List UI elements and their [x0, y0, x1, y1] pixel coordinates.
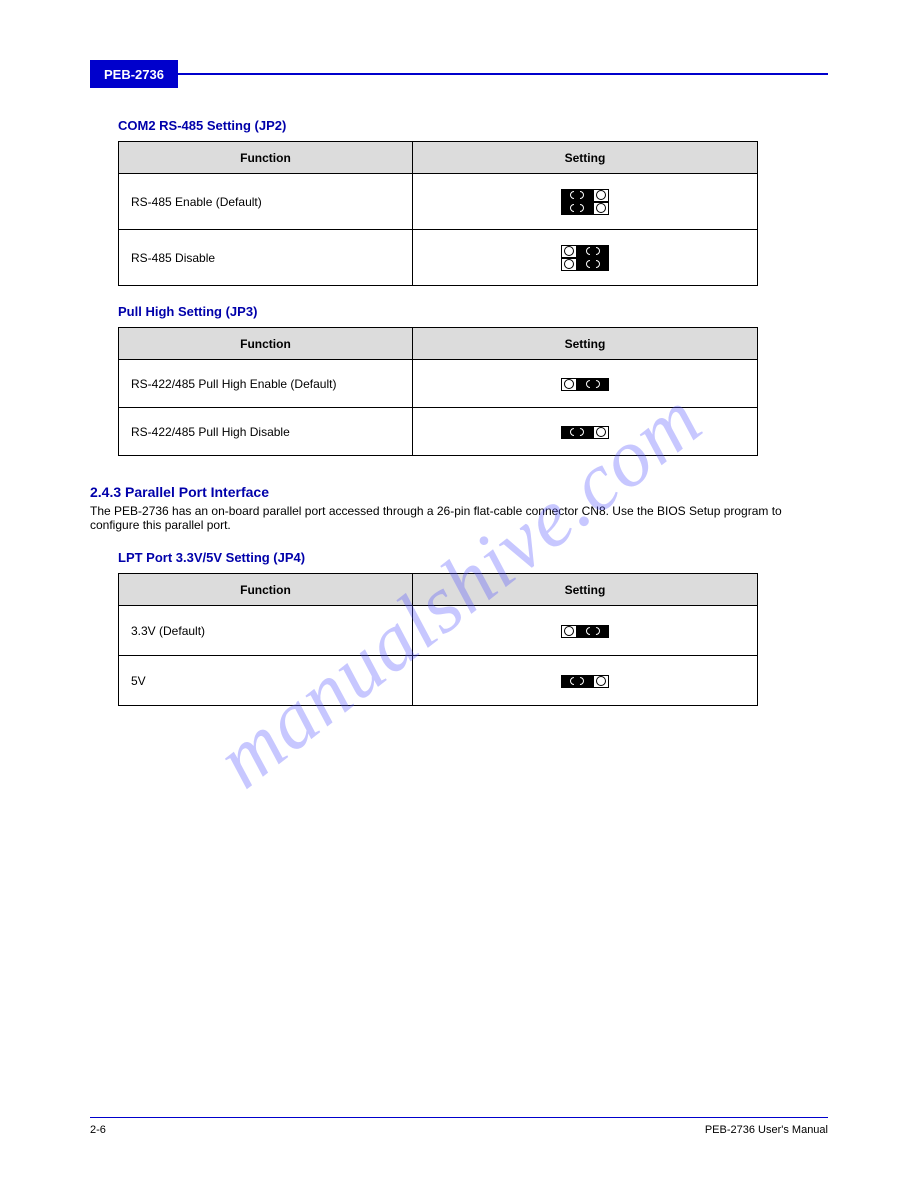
table-a: Function Setting RS-485 Enable (Default) [118, 141, 758, 286]
table-row: 5V [119, 656, 758, 706]
footer-doc-title: PEB-2736 User's Manual [705, 1124, 828, 1136]
footer-page-number: 2-6 [90, 1124, 106, 1136]
table-row: RS-485 Enable (Default) [119, 174, 758, 230]
header-code: PEB-2736 [104, 67, 164, 82]
cell-label: 3.3V (Default) [119, 606, 413, 656]
col-setting: Setting [412, 328, 757, 360]
table-row: RS-485 Disable [119, 230, 758, 286]
jumper-icon [561, 245, 609, 271]
col-setting: Setting [412, 142, 757, 174]
table-header-row: Function Setting [119, 574, 758, 606]
cell-setting [412, 656, 757, 706]
page: PEB-2736 COM2 RS-485 Setting (JP2) Funct… [0, 0, 918, 1188]
page-footer: 2-6 PEB-2736 User's Manual [90, 1117, 828, 1136]
cell-setting [412, 606, 757, 656]
header-code-block: PEB-2736 [90, 60, 178, 88]
cell-setting [412, 408, 757, 456]
col-function: Function [119, 574, 413, 606]
table-row: RS-422/485 Pull High Enable (Default) [119, 360, 758, 408]
cell-label: RS-485 Enable (Default) [119, 174, 413, 230]
cell-setting [412, 230, 757, 286]
table-a-title: COM2 RS-485 Setting (JP2) [118, 118, 828, 133]
jumper-icon [561, 675, 609, 688]
header-rule [178, 73, 828, 75]
jumper-icon [561, 378, 609, 391]
page-header: PEB-2736 [90, 60, 828, 88]
jumper-icon [561, 426, 609, 439]
cell-label: RS-485 Disable [119, 230, 413, 286]
table-header-row: Function Setting [119, 142, 758, 174]
section-heading: 2.4.3 Parallel Port Interface [90, 484, 828, 500]
cell-label: RS-422/485 Pull High Disable [119, 408, 413, 456]
col-function: Function [119, 142, 413, 174]
table-c: Function Setting 3.3V (Default) 5V [118, 573, 758, 706]
col-function: Function [119, 328, 413, 360]
table-b-title: Pull High Setting (JP3) [118, 304, 828, 319]
table-b: Function Setting RS-422/485 Pull High En… [118, 327, 758, 456]
table-row: RS-422/485 Pull High Disable [119, 408, 758, 456]
cell-setting [412, 360, 757, 408]
cell-label: RS-422/485 Pull High Enable (Default) [119, 360, 413, 408]
cell-label: 5V [119, 656, 413, 706]
table-header-row: Function Setting [119, 328, 758, 360]
col-setting: Setting [412, 574, 757, 606]
table-c-title: LPT Port 3.3V/5V Setting (JP4) [118, 550, 828, 565]
jumper-icon [561, 625, 609, 638]
jumper-icon [561, 189, 609, 215]
table-row: 3.3V (Default) [119, 606, 758, 656]
cell-setting [412, 174, 757, 230]
section-body: The PEB-2736 has an on-board parallel po… [90, 504, 828, 532]
